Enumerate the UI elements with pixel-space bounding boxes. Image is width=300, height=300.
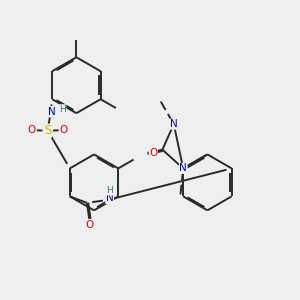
Text: H: H <box>106 186 113 195</box>
Text: O: O <box>86 220 94 230</box>
Text: N: N <box>48 106 56 117</box>
Text: S: S <box>44 124 51 137</box>
Text: O: O <box>60 125 68 135</box>
Text: O: O <box>149 148 158 158</box>
Text: N: N <box>106 194 113 203</box>
Text: O: O <box>27 125 36 135</box>
Text: N: N <box>179 164 187 173</box>
Text: N: N <box>170 119 178 129</box>
Text: H: H <box>59 105 66 114</box>
